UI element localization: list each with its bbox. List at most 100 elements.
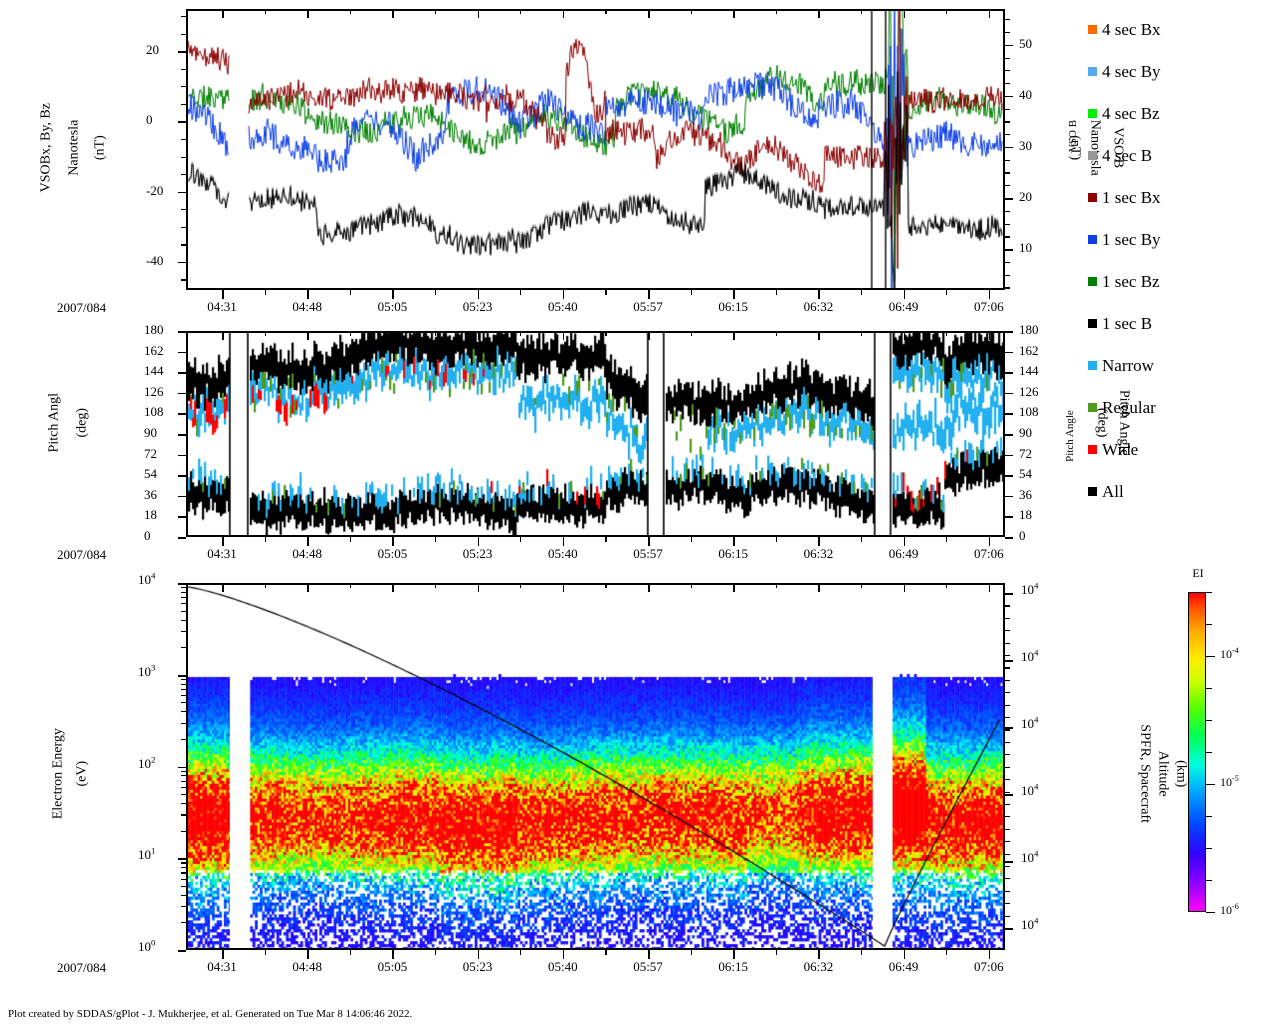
panel3-ytick-left-3: 103	[138, 662, 156, 679]
panel2-xtick-2: 05:05	[377, 546, 408, 561]
panel3-xtick-4: 05:40	[547, 959, 578, 974]
panel3-xtickmark-top-7	[818, 583, 820, 592]
panel3-minor-xtickmark	[264, 950, 266, 955]
panel1-minor-ytickmark-right	[1005, 83, 1010, 85]
panel1-ytick-left-1: -20	[146, 182, 164, 198]
panel1-minor-xtickmark	[520, 290, 522, 295]
legend-item-regular[interactable]: Regular	[1088, 386, 1278, 428]
legend-item-4-sec-bx[interactable]: 4 sec Bx	[1088, 8, 1278, 50]
panel2-ytickmark-left-1	[178, 516, 186, 518]
panel3-minor-xtickmark	[520, 950, 522, 955]
panel3-minor-xtickmark-top	[861, 583, 863, 588]
panel-pitch-angle	[186, 331, 1005, 537]
panel3-minor-xtickmark-top	[775, 583, 777, 588]
panel1-xtickmark-3	[477, 290, 480, 299]
panel1-ytickmark-left-1	[178, 191, 186, 194]
panel3-minor-xtickmark	[690, 950, 692, 955]
panel3-ylabel-right-line3: (km)	[1173, 760, 1189, 788]
panel3-minor-ytickmark-right	[1005, 890, 1010, 892]
panel2-xtickmark-top-3	[477, 331, 480, 340]
legend-item-wide[interactable]: Wide	[1088, 428, 1278, 470]
panel3-ytickmark-right-2	[1005, 727, 1013, 729]
panel3-xtickmark-3	[477, 950, 480, 959]
panel1-ytick-right-0: 10	[1019, 240, 1032, 256]
panel3-minor-ytickmark-left	[181, 872, 186, 874]
panel3-ytick-left-4: 104	[138, 570, 156, 587]
panel1-xtickmark-top-7	[818, 9, 820, 18]
panel2-ytick-left-4: 72	[144, 445, 157, 461]
legend-item-label: 4 sec Bz	[1102, 103, 1160, 123]
panel3-xtick-0: 04:31	[207, 959, 237, 974]
panel3-minor-xtickmark	[861, 950, 863, 955]
panel1-xtickmark-6	[733, 290, 735, 299]
panel2-ytickmark-right-1	[1005, 516, 1013, 518]
panel1-minor-xtickmark-top	[264, 9, 266, 14]
panel2-ytick-right-1: 18	[1019, 507, 1032, 523]
panel1-ytickmark-right-1	[1005, 198, 1013, 200]
panel2-ytickmark-right-10	[1005, 331, 1013, 333]
legend-item-1-sec-bx[interactable]: 1 sec Bx	[1088, 176, 1278, 218]
legend-item-1-sec-by[interactable]: 1 sec By	[1088, 218, 1278, 260]
panel2-ytick-left-2: 36	[144, 486, 157, 502]
panel1-minor-ytickmark-left	[181, 156, 186, 158]
panel2-minor-xtickmark-top	[264, 331, 266, 336]
panel3-minor-ytickmark-right	[1005, 853, 1010, 855]
panel1-ylabel-left: VSOBx, By, Bz	[38, 88, 53, 208]
panel3-ytickmark-left-1	[178, 858, 186, 861]
panel3-minor-ytickmark-left	[181, 688, 186, 691]
legend-swatch-icon	[1088, 66, 1097, 76]
legend-item-label: Wide	[1102, 439, 1139, 459]
panel2-ylabel-left-units: (deg)	[74, 363, 89, 483]
panel2-minor-xtickmark-top	[861, 331, 863, 336]
panel2-xtickmark-9	[988, 537, 991, 546]
panel2-minor-xtickmark	[690, 537, 692, 542]
panel2-xtickmark-1	[307, 537, 309, 546]
panel3-minor-xtickmark-top	[690, 583, 692, 588]
legend-swatch-icon	[1088, 402, 1097, 412]
panel3-ytickmark-right-3	[1005, 794, 1013, 796]
legend-swatch-icon	[1088, 108, 1097, 118]
panel1-minor-xtickmark-top	[690, 9, 692, 14]
panel3-minor-ytickmark-left	[181, 894, 186, 896]
panel3-ytick-right-5: 104	[1021, 915, 1039, 932]
legend-swatch-icon	[1088, 318, 1097, 328]
legend-item-4-sec-b[interactable]: 4 sec B	[1088, 134, 1278, 176]
panel3-xtickmark-9	[988, 950, 991, 959]
legend-item-narrow[interactable]: Narrow	[1088, 344, 1278, 386]
panel3-minor-ytickmark-right	[1005, 741, 1010, 743]
panel3-xtick-1: 04:48	[292, 959, 322, 974]
legend-item-1-sec-bz[interactable]: 1 sec Bz	[1088, 260, 1278, 302]
panel2-xtickmark-6	[733, 537, 735, 546]
panel1-xtickmark-top-0	[222, 9, 224, 18]
panel2-xtickmark-2	[392, 537, 394, 546]
panel1-ytickmark-right-4	[1005, 44, 1013, 47]
legend-item-4-sec-by[interactable]: 4 sec By	[1088, 50, 1278, 92]
panel3-minor-ytickmark-left	[181, 587, 186, 589]
panel2-ytickmark-left-10	[178, 331, 186, 333]
panel3-xtick-6: 06:15	[718, 959, 748, 974]
panel2-ytickmark-left-2	[178, 495, 186, 498]
panel3-ylabel-left-units: (eV)	[74, 694, 89, 854]
legend-item-1-sec-b[interactable]: 1 sec B	[1088, 302, 1278, 344]
panel3-minor-xtickmark	[605, 950, 607, 955]
panel1-xtickmark-top-8	[903, 9, 906, 18]
panel1-minor-ytickmark-left	[181, 138, 186, 141]
legend-item-4-sec-bz[interactable]: 4 sec Bz	[1088, 92, 1278, 134]
panel3-date-label: 2007/084	[57, 960, 107, 975]
legend-item-all[interactable]: All	[1088, 470, 1278, 512]
panel1-minor-xtickmark	[775, 290, 777, 295]
panel3-minor-ytickmark-left	[181, 711, 186, 713]
panel3-minor-ytickmark-right	[1005, 754, 1010, 756]
panel1-minor-ytickmark-left	[181, 244, 186, 246]
colorbar	[1188, 592, 1206, 912]
panel3-minor-ytickmark-left	[181, 814, 186, 816]
panel1-minor-xtickmark-top	[520, 9, 522, 14]
panel1-ylabel-left-unit-paren: (nT)	[92, 88, 107, 208]
panel2-xtick-4: 05:40	[547, 546, 578, 561]
panel3-xtickmark-1	[307, 950, 309, 959]
panel3-ylabel-right-line2-wrap: Altitude	[1155, 689, 1171, 859]
panel1-minor-ytickmark-left	[181, 279, 186, 281]
panel1-minor-ytickmark-right	[1005, 210, 1010, 212]
panel3-ylabel-left-line1: Electron Energy	[50, 728, 66, 820]
panel3-ytickmark-right-4	[1005, 861, 1013, 863]
